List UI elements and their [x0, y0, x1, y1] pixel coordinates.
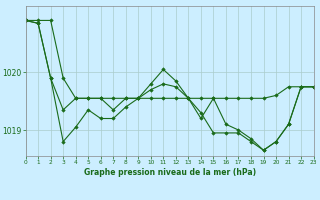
X-axis label: Graphe pression niveau de la mer (hPa): Graphe pression niveau de la mer (hPa)	[84, 168, 256, 177]
